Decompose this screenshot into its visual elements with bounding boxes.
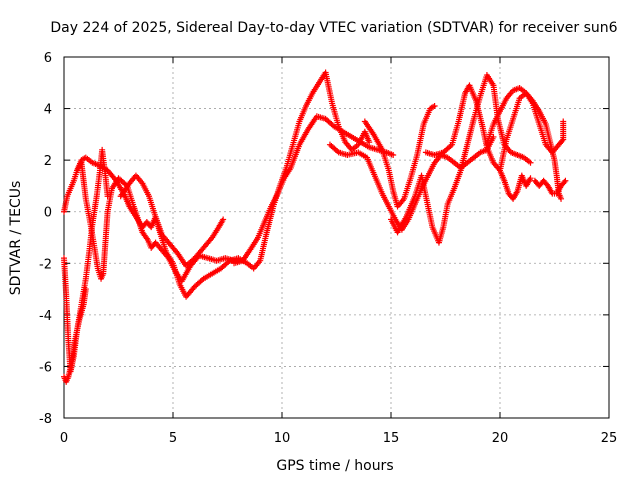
x-axis-label: GPS time / hours bbox=[276, 458, 393, 474]
data-point bbox=[390, 151, 397, 158]
y-tick-label: 2 bbox=[44, 154, 52, 169]
y-axis-label: SDTVAR / TECUs bbox=[8, 181, 24, 296]
y-tick-labels: -8 -6 -4 -2 0 2 4 6 bbox=[39, 51, 52, 427]
chart-title: Day 224 of 2025, Sidereal Day-to-day VTE… bbox=[50, 20, 617, 36]
data-point bbox=[527, 159, 534, 166]
series-sat-m bbox=[531, 177, 569, 197]
series-sat-d bbox=[74, 69, 373, 300]
x-tick-label: 25 bbox=[601, 431, 618, 446]
data-point bbox=[527, 175, 534, 182]
x-tick-label: 0 bbox=[60, 431, 68, 446]
series-sat-h bbox=[361, 102, 438, 210]
y-tick-label: -8 bbox=[39, 412, 52, 427]
data-point bbox=[558, 195, 565, 202]
data-point bbox=[431, 102, 438, 109]
axis-ticks bbox=[63, 56, 610, 419]
data-point bbox=[366, 139, 373, 146]
data-point bbox=[562, 177, 569, 184]
data-point bbox=[561, 179, 568, 186]
series-sat-e bbox=[117, 172, 227, 269]
y-tick-label: 0 bbox=[44, 206, 52, 221]
x-tick-label: 10 bbox=[274, 431, 291, 446]
x-tick-label: 5 bbox=[169, 431, 177, 446]
data-point bbox=[559, 137, 566, 144]
y-tick-label: 4 bbox=[44, 103, 52, 118]
x-tick-label: 20 bbox=[492, 431, 509, 446]
data-point bbox=[560, 118, 567, 125]
y-tick-label: -4 bbox=[39, 309, 52, 324]
data-marks bbox=[61, 69, 569, 385]
plot-frame bbox=[63, 56, 610, 419]
data-point bbox=[82, 286, 89, 293]
data-point bbox=[220, 216, 227, 223]
x-tick-labels: 0 5 10 15 20 25 bbox=[60, 431, 617, 446]
x-tick-label: 15 bbox=[383, 431, 400, 446]
y-tick-label: 6 bbox=[44, 51, 52, 66]
y-tick-label: -2 bbox=[39, 257, 52, 272]
series-sat-b bbox=[61, 286, 89, 385]
series-sat-i bbox=[388, 72, 534, 246]
y-tick-label: -6 bbox=[39, 360, 52, 375]
series-sat-l bbox=[497, 90, 565, 202]
